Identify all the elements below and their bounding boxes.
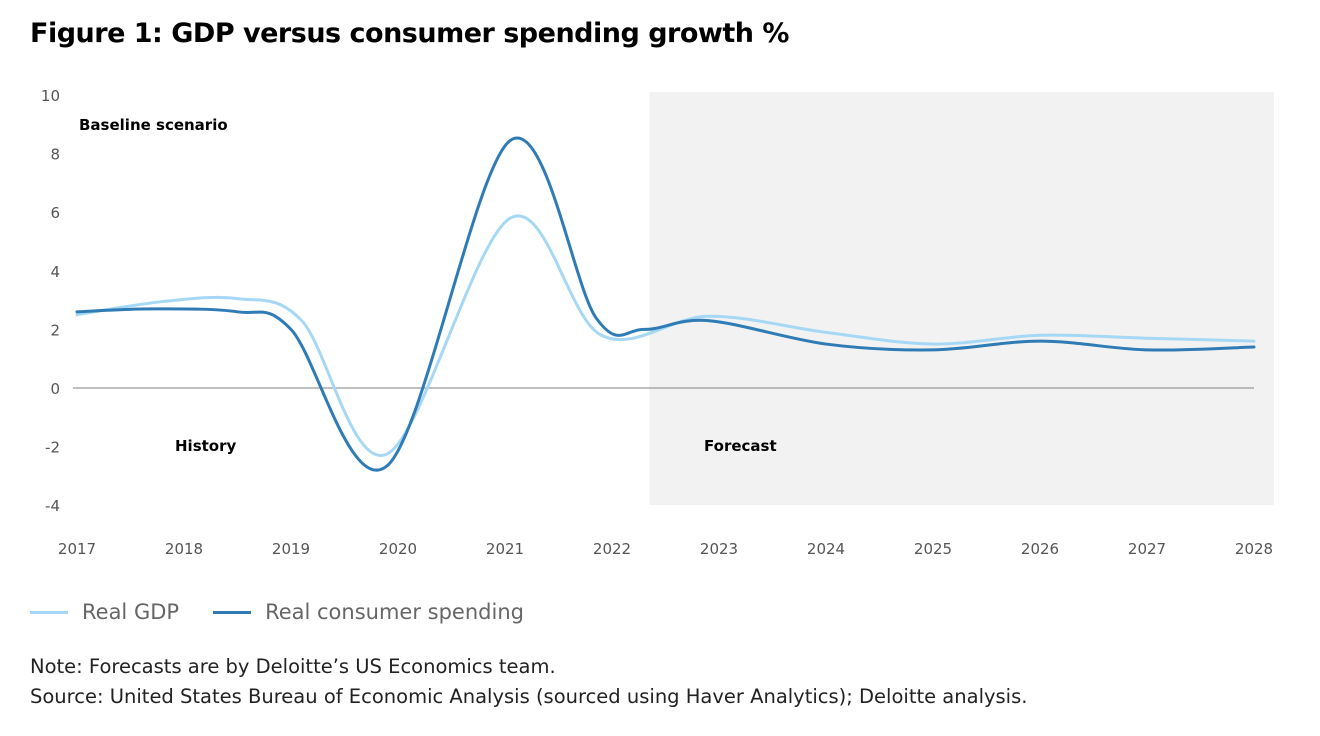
- legend-item-real-consumer-spending: Real consumer spending: [213, 600, 524, 624]
- x-tick-label: 2025: [914, 540, 952, 558]
- x-tick-label: 2017: [58, 540, 96, 558]
- source-text: Source: United States Bureau of Economic…: [30, 685, 1028, 708]
- series-line-real-consumer-spending: [75, 136, 1256, 472]
- x-tick-label: 2019: [272, 540, 310, 558]
- note-text: Note: Forecasts are by Deloitte’s US Eco…: [30, 655, 556, 678]
- y-tick-label: 6: [50, 204, 60, 222]
- x-tick-label: 2020: [379, 540, 417, 558]
- y-tick-label: 10: [41, 87, 60, 105]
- y-tick-label: 8: [50, 146, 60, 164]
- footnotes: Note: Forecasts are by Deloitte’s US Eco…: [30, 652, 1027, 712]
- x-tick-label: 2021: [486, 540, 524, 558]
- annotation-forecast: Forecast: [704, 437, 777, 455]
- legend-label: Real GDP: [82, 600, 180, 624]
- x-tick-label: 2026: [1021, 540, 1059, 558]
- x-tick-label: 2027: [1128, 540, 1166, 558]
- y-tick-label: 0: [50, 380, 60, 398]
- y-tick-label: 2: [50, 321, 60, 339]
- series-line-real-gdp: [75, 214, 1256, 457]
- annotation-history: History: [175, 437, 236, 455]
- x-tick-label: 2018: [165, 540, 203, 558]
- legend-swatch: [213, 610, 252, 614]
- legend: Real GDP Real consumer spending: [30, 600, 558, 624]
- y-tick-label: 4: [50, 263, 60, 281]
- legend-label: Real consumer spending: [265, 600, 524, 624]
- annotation-baseline-scenario: Baseline scenario: [79, 116, 228, 134]
- forecast-shaded-region: [649, 92, 1274, 505]
- x-tick-label: 2024: [807, 540, 845, 558]
- legend-item-real-gdp: Real GDP: [30, 600, 179, 624]
- x-tick-label: 2023: [700, 540, 738, 558]
- chart-title: Figure 1: GDP versus consumer spending g…: [30, 18, 789, 49]
- y-tick-label: -2: [45, 439, 60, 457]
- line-chart: 10 8 6 4 2 0 -2 -4 2017 2018 2019 2020 2021 2022 2023 2…: [41, 87, 1274, 558]
- y-tick-label: -4: [45, 497, 60, 515]
- x-tick-label: 2028: [1235, 540, 1273, 558]
- legend-swatch: [30, 610, 68, 614]
- x-tick-label: 2022: [593, 540, 631, 558]
